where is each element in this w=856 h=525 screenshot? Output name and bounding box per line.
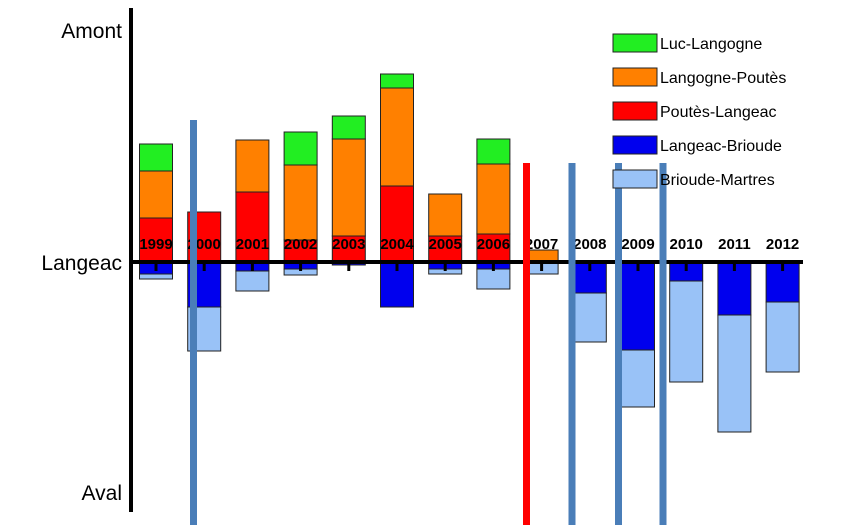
x-tick-label-2003: 2003 xyxy=(332,236,365,253)
bar-langogne-pout-s-2004 xyxy=(380,87,414,187)
bar-langeac-brioude-2009 xyxy=(621,261,655,351)
bar-brioude-martres-2010 xyxy=(669,280,704,383)
legend-swatch-brioude-martres xyxy=(612,169,658,189)
x-tick-label-2010: 2010 xyxy=(670,236,703,253)
bar-langogne-pout-s-2001 xyxy=(235,139,270,193)
bar-brioude-martres-1999 xyxy=(139,273,173,280)
x-tick-label-2009: 2009 xyxy=(621,236,654,253)
x-tick-label-2012: 2012 xyxy=(766,236,799,253)
bar-langogne-pout-s-2005 xyxy=(428,193,463,237)
x-tick-label-2005: 2005 xyxy=(429,236,462,253)
x-tick-label-2008: 2008 xyxy=(573,236,606,253)
bar-pout-s-langeac-1999 xyxy=(139,217,173,263)
bars-layer xyxy=(139,73,800,433)
bar-langogne-pout-s-2006 xyxy=(476,163,511,235)
bar-langogne-pout-s-1999 xyxy=(139,170,173,219)
legend-label-langeac-brioude: Langeac-Brioude xyxy=(660,138,782,155)
bar-luc-langogne-1999 xyxy=(139,143,173,172)
bar-pout-s-langeac-2004 xyxy=(380,185,414,263)
bar-luc-langogne-2003 xyxy=(331,115,366,140)
legend-swatch-pout-s-langeac xyxy=(612,101,658,121)
legend-swatch-langeac-brioude xyxy=(612,135,658,155)
x-tick-label-2011: 2011 xyxy=(718,236,751,253)
bar-brioude-martres-2006 xyxy=(476,268,511,290)
axes-layer xyxy=(129,8,803,512)
bar-pout-s-langeac-2005 xyxy=(428,235,463,263)
legend-label-langogne-pout-s: Langogne-Poutès xyxy=(660,70,786,87)
y-label-langeac: Langeac xyxy=(41,252,122,275)
bar-brioude-martres-2008 xyxy=(572,292,607,343)
bar-pout-s-langeac-2006 xyxy=(476,233,511,263)
bar-luc-langogne-2004 xyxy=(380,73,414,89)
x-tick-label-2007: 2007 xyxy=(525,236,558,253)
legend-label-brioude-martres: Brioude-Martres xyxy=(660,172,775,189)
markers-layer xyxy=(190,120,667,525)
bar-brioude-martres-2011 xyxy=(717,314,752,433)
legend-label-pout-s-langeac: Poutès-Langeac xyxy=(660,104,777,121)
legend-swatch-langogne-pout-s xyxy=(612,67,658,87)
legend-label-luc-langogne: Luc-Langogne xyxy=(660,36,762,53)
y-label-aval: Aval xyxy=(82,482,122,505)
bar-brioude-martres-2012 xyxy=(765,301,800,373)
x-tick-label-2006: 2006 xyxy=(477,236,510,253)
x-tick-label-2004: 2004 xyxy=(380,236,414,253)
bar-brioude-martres-2009 xyxy=(621,349,655,408)
bar-luc-langogne-2002 xyxy=(283,131,318,166)
x-tick-label-2001: 2001 xyxy=(236,236,269,253)
labels-layer: Amont Langeac Aval xyxy=(41,20,122,505)
bar-luc-langogne-2006 xyxy=(476,138,511,165)
x-tick-label-2002: 2002 xyxy=(284,236,317,253)
ticks-layer: 1999 2000 2001 2002 2003 2004 2005 2006 2007 2008… xyxy=(139,236,799,271)
y-label-amont: Amont xyxy=(61,20,122,43)
legend: Luc-Langogne Langogne-Poutès Poutès-Langea… xyxy=(612,33,786,189)
bar-langogne-pout-s-2002 xyxy=(283,164,318,241)
bar-brioude-martres-2001 xyxy=(235,270,270,292)
legend-swatch-luc-langogne xyxy=(612,33,658,53)
x-tick-label-1999: 1999 xyxy=(139,236,172,253)
bar-langogne-pout-s-2003 xyxy=(331,138,366,237)
